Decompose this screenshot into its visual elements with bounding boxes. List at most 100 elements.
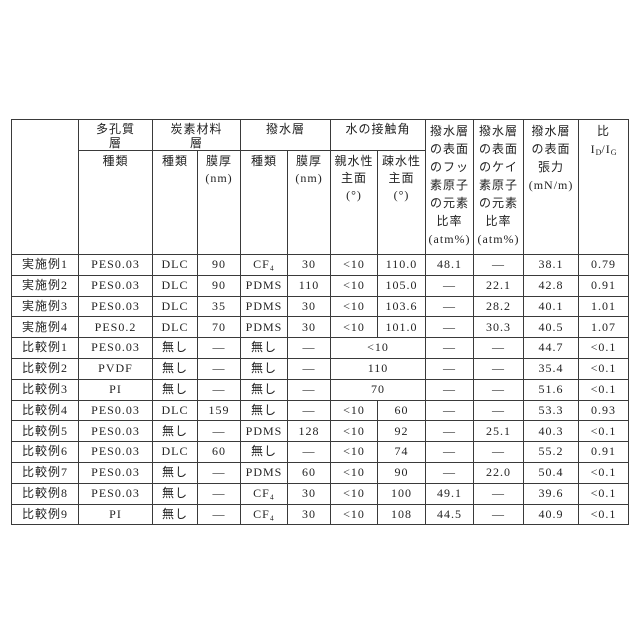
row-label: 比較例3 xyxy=(11,378,79,401)
subheader-repellent-thickness: 膜厚 (nm) xyxy=(287,150,332,255)
cell-carbon-thickness: ― xyxy=(196,420,242,443)
table-row: 比較例4 PES0.03 DLC 159 無し ― <10 60 ― ― 53.3 0.93 xyxy=(11,399,630,422)
cell-repellent-thickness: 110 xyxy=(287,274,332,297)
cell-contact-hydrophobic: 103.6 xyxy=(377,295,427,318)
row-label: 比較例6 xyxy=(11,441,79,463)
cell-fluorine-ratio: ― xyxy=(425,461,475,484)
cell-surface-tension: 35.4 xyxy=(523,357,580,380)
cell-silicon-ratio: ― xyxy=(473,357,525,380)
cell-porous-type: PES0.2 xyxy=(78,316,153,339)
cell-repellent-thickness: ― xyxy=(287,399,332,422)
cell-fluorine-ratio: 49.1 xyxy=(425,482,475,505)
cell-repellent-thickness: 30 xyxy=(287,316,332,339)
cell-carbon-thickness: 60 xyxy=(196,441,242,463)
cell-repellent-type: PDMS xyxy=(240,274,289,297)
cell-repellent-type: PDMS xyxy=(240,461,289,484)
cell-silicon-ratio: 28.2 xyxy=(473,295,525,318)
cell-repellent-type: 無し xyxy=(240,337,289,359)
cell-silicon-ratio: ― xyxy=(473,378,525,401)
row-label: 比較例1 xyxy=(11,337,79,359)
cell-fluorine-ratio: ― xyxy=(425,295,475,318)
subheader-carbon-thickness: 膜厚 (nm) xyxy=(196,150,242,255)
cell-surface-tension: 39.6 xyxy=(523,482,580,505)
cell-repellent-thickness: 30 xyxy=(287,482,332,505)
cell-repellent-thickness: ― xyxy=(287,378,332,401)
cell-repellent-thickness: 30 xyxy=(287,503,332,526)
cell-id-ig-ratio: <0.1 xyxy=(578,482,630,505)
row-label: 実施例3 xyxy=(11,295,79,318)
header-surface-tension: 撥水層 の表面 張力 (mN/m) xyxy=(523,119,580,255)
cell-silicon-ratio: 30.3 xyxy=(473,316,525,339)
cell-carbon-type: 無し xyxy=(152,461,198,484)
cell-silicon-ratio: 22.1 xyxy=(473,274,525,297)
cell-carbon-thickness: ― xyxy=(196,357,242,380)
table-row: 比較例8 PES0.03 無し ― CF₄ 30 <10 100 49.1 ― 39.6 <0.1 xyxy=(11,482,630,505)
cell-porous-type: PES0.03 xyxy=(78,274,153,297)
cell-carbon-type: 無し xyxy=(152,378,198,401)
table-row: 実施例4 PES0.2 DLC 70 PDMS 30 <10 101.0 ― 30.3 40.5 1.… xyxy=(11,316,630,339)
cell-surface-tension: 44.7 xyxy=(523,337,580,359)
cell-carbon-thickness: 90 xyxy=(196,254,242,276)
cell-surface-tension: 40.9 xyxy=(523,503,580,526)
cell-carbon-type: DLC xyxy=(152,254,198,276)
row-label: 比較例5 xyxy=(11,420,79,443)
cell-porous-type: PES0.03 xyxy=(78,461,153,484)
cell-contact-hydrophobic: 74 xyxy=(377,441,427,463)
cell-id-ig-ratio: <0.1 xyxy=(578,378,630,401)
cell-contact-hydrophobic: 105.0 xyxy=(377,274,427,297)
cell-porous-type: PI xyxy=(78,503,153,526)
table-row: 比較例3 PI 無し ― 無し ― 70 ― ― 51.6 <0.1 xyxy=(11,378,630,401)
cell-silicon-ratio: ― xyxy=(473,503,525,526)
cell-id-ig-ratio: 1.01 xyxy=(578,295,630,318)
table-row: 比較例7 PES0.03 無し ― PDMS 60 <10 90 ― 22.0 50.4 <0.1 xyxy=(11,461,630,484)
cell-id-ig-ratio: <0.1 xyxy=(578,503,630,526)
cell-fluorine-ratio: ― xyxy=(425,399,475,422)
cell-fluorine-ratio: ― xyxy=(425,357,475,380)
header-porous-layer: 多孔質 層 xyxy=(78,119,153,151)
cell-repellent-thickness: 30 xyxy=(287,254,332,276)
cell-contact-hydrophilic: <10 xyxy=(330,420,379,443)
cell-porous-type: PI xyxy=(78,378,153,401)
cell-repellent-type: 無し xyxy=(240,399,289,422)
cell-fluorine-ratio: ― xyxy=(425,378,475,401)
cell-carbon-thickness: 70 xyxy=(196,316,242,339)
cell-carbon-type: 無し xyxy=(152,357,198,380)
row-label: 比較例8 xyxy=(11,482,79,505)
cell-repellent-thickness: ― xyxy=(287,441,332,463)
table-row: 実施例1 PES0.03 DLC 90 CF₄ 30 <10 110.0 48.1 ― 38.1 0.… xyxy=(11,254,630,276)
subheader-porous-type: 種類 xyxy=(78,150,153,255)
cell-repellent-type: 無し xyxy=(240,441,289,463)
cell-repellent-thickness: ― xyxy=(287,337,332,359)
table-body: 実施例1 PES0.03 DLC 90 CF₄ 30 <10 110.0 48.1 ― 38.1 0.… xyxy=(11,254,630,526)
cell-porous-type: PES0.03 xyxy=(78,254,153,276)
cell-contact-angle: 110 xyxy=(330,357,427,380)
cell-contact-hydrophilic: <10 xyxy=(330,399,379,422)
cell-contact-hydrophobic: 90 xyxy=(377,461,427,484)
cell-carbon-type: DLC xyxy=(152,441,198,463)
cell-silicon-ratio: ― xyxy=(473,254,525,276)
cell-repellent-thickness: 128 xyxy=(287,420,332,443)
subheader-repellent-type: 種類 xyxy=(240,150,289,255)
cell-surface-tension: 40.3 xyxy=(523,420,580,443)
table-row: 実施例3 PES0.03 DLC 35 PDMS 30 <10 103.6 ― 28.2 40.1 1… xyxy=(11,295,630,318)
row-label: 実施例4 xyxy=(11,316,79,339)
cell-contact-hydrophobic: 100 xyxy=(377,482,427,505)
cell-repellent-type: PDMS xyxy=(240,316,289,339)
cell-porous-type: PES0.03 xyxy=(78,399,153,422)
cell-carbon-thickness: 159 xyxy=(196,399,242,422)
subheader-carbon-type: 種類 xyxy=(152,150,198,255)
cell-fluorine-ratio: ― xyxy=(425,274,475,297)
cell-porous-type: PES0.03 xyxy=(78,337,153,359)
cell-id-ig-ratio: <0.1 xyxy=(578,357,630,380)
table-row: 比較例2 PVDF 無し ― 無し ― 110 ― ― 35.4 <0.1 xyxy=(11,357,630,380)
cell-carbon-type: DLC xyxy=(152,274,198,297)
header-water-repellent-layer: 撥水層 xyxy=(240,119,332,151)
cell-carbon-type: DLC xyxy=(152,295,198,318)
table-row: 比較例5 PES0.03 無し ― PDMS 128 <10 92 ― 25.1 40.3 <0.1 xyxy=(11,420,630,443)
cell-contact-hydrophobic: 101.0 xyxy=(377,316,427,339)
cell-silicon-ratio: ― xyxy=(473,441,525,463)
cell-carbon-thickness: 90 xyxy=(196,274,242,297)
cell-id-ig-ratio: 0.91 xyxy=(578,274,630,297)
cell-porous-type: PES0.03 xyxy=(78,441,153,463)
